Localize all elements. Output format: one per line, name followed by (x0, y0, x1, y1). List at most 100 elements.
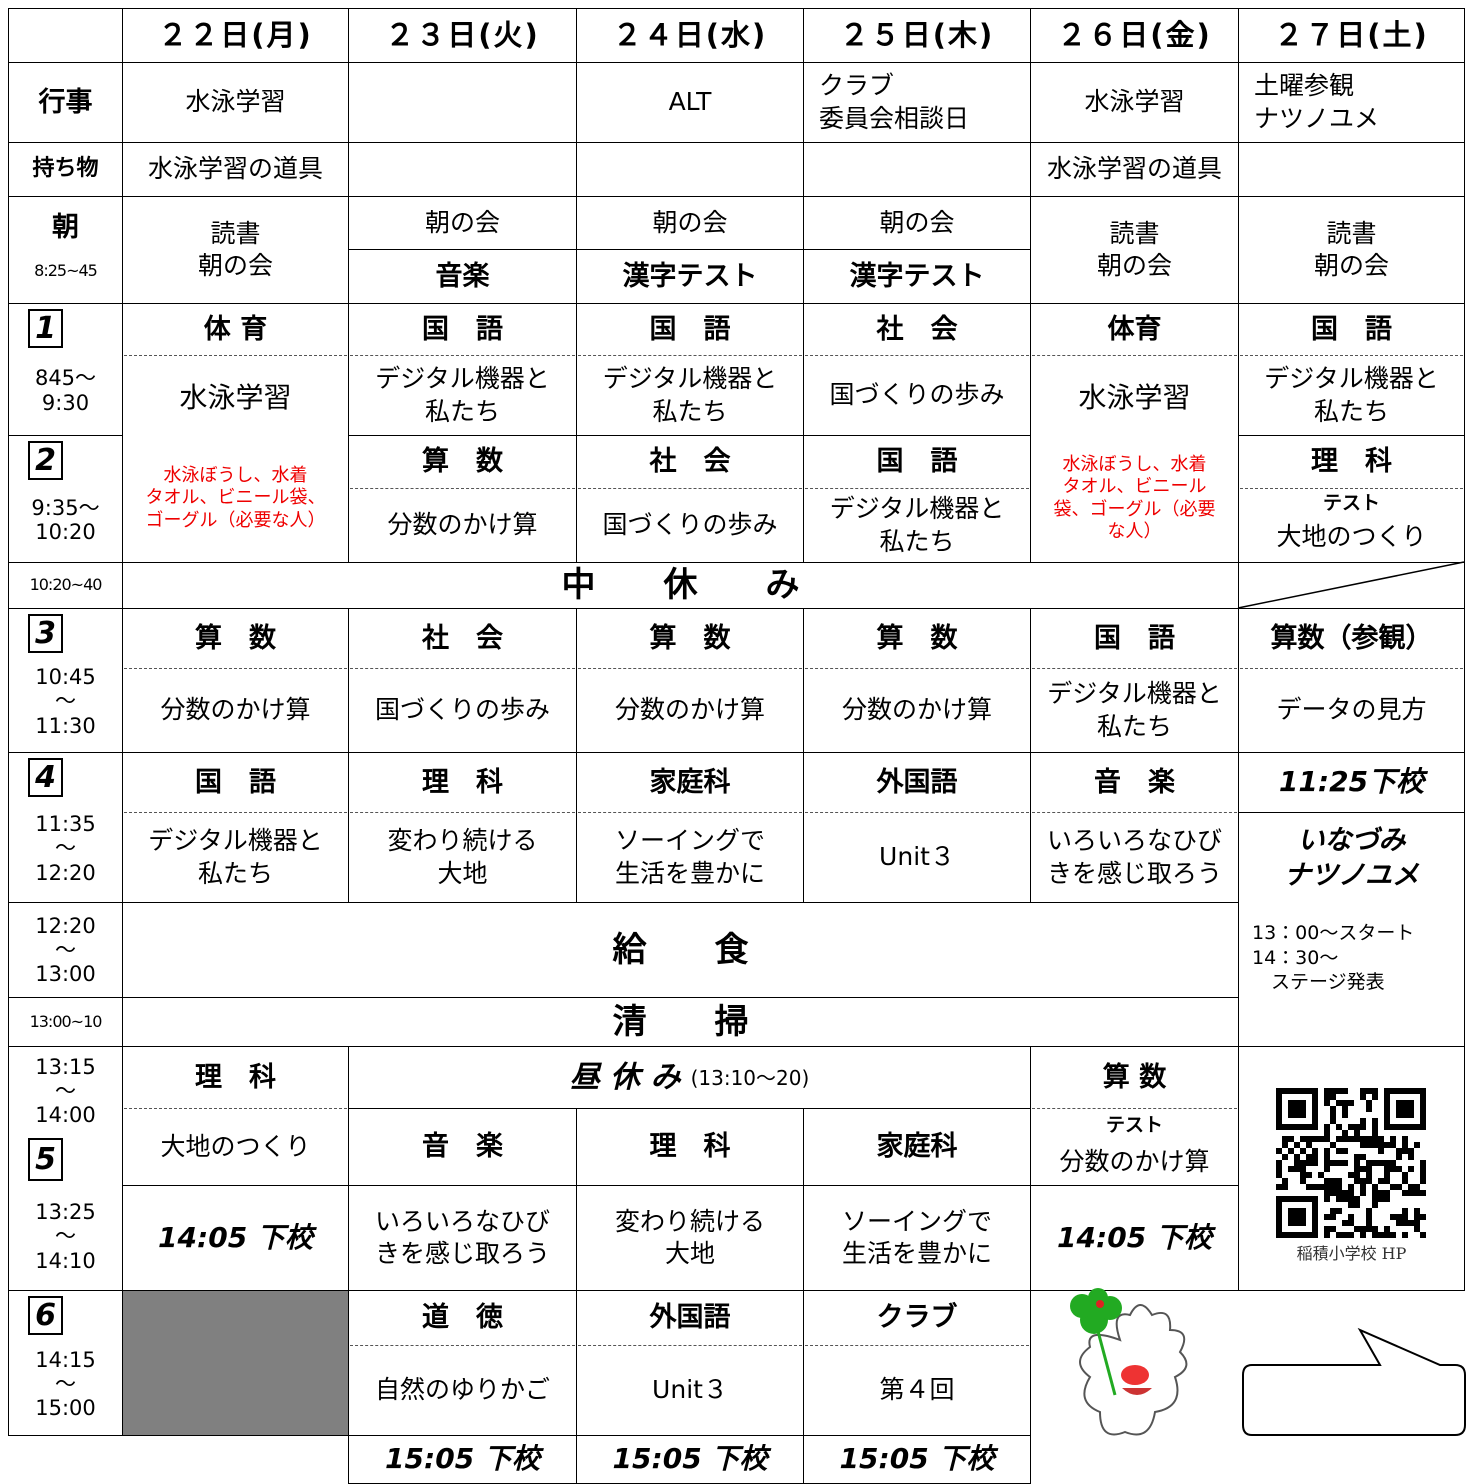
time-label: 14:15 ～ 15:00 (35, 1347, 96, 1421)
dashed-divider (124, 812, 347, 814)
period-number: 4 (28, 758, 63, 797)
content: ソーイングで 生活を豊かに (614, 826, 765, 888)
dismissal: 15:05 下校 (839, 1442, 995, 1476)
dashed-divider (350, 812, 575, 814)
subject: 理 科 (422, 766, 503, 798)
dismissal: 11:25下校 (1278, 765, 1425, 799)
subject: 算数（参観） (1270, 622, 1433, 654)
item: 水泳学習の道具 (1046, 154, 1222, 184)
content: ソーイングで 生活を豊かに (841, 1206, 992, 1269)
subject: 外国語 (876, 766, 958, 798)
dashed-divider (1240, 668, 1463, 670)
morning-activity: 漢字テスト (622, 260, 758, 292)
row-label: 行事 (38, 86, 93, 118)
dashed-divider (578, 488, 802, 490)
subject: 算 数 (195, 622, 276, 654)
content: デジタル機器と 私たち (829, 494, 1005, 556)
content: 分数のかけ算 (387, 510, 538, 540)
content: 変わり続ける 大地 (614, 1206, 765, 1269)
note: 水泳ぼうし、水着 タオル、ビニール袋、 ゴーグル（必要な人） (145, 464, 326, 531)
content: 大地のつくり (1276, 522, 1427, 552)
subject: 国 語 (649, 313, 731, 345)
period-number: 6 (28, 1296, 63, 1335)
dashed-divider (350, 1345, 575, 1347)
dashed-divider (124, 668, 347, 670)
dashed-divider (805, 668, 1029, 670)
time-label: 11:35 ～ 12:20 (35, 812, 96, 885)
dashed-divider (805, 488, 1029, 490)
day-header: ２７日(土) (1274, 17, 1429, 52)
morning-activity: 読書 朝の会 (1096, 218, 1172, 281)
subject: 国 語 (1094, 622, 1175, 654)
subject: 理 科 (649, 1131, 731, 1163)
dashed-divider (124, 1108, 347, 1110)
dashed-divider (124, 355, 347, 357)
content: 国づくりの歩み (374, 695, 550, 725)
dashed-divider (805, 812, 1029, 814)
content: デジタル機器と 私たち (1047, 679, 1222, 741)
time-label: 13:15 ～ 14:00 (35, 1054, 96, 1128)
dismissal: 15:05 下校 (612, 1442, 768, 1476)
day-header: ２４日(水) (612, 17, 768, 52)
content: デジタル機器と 私たち (602, 364, 778, 426)
noon-break-text: (13:10～20) (690, 1065, 810, 1090)
content: デジタル機器と 私たち (1264, 364, 1439, 426)
content: 水泳学習 (1078, 380, 1191, 414)
item: 水泳学習の道具 (147, 154, 323, 184)
subject: 算 数 (1102, 1061, 1167, 1093)
subject: 理 科 (1311, 446, 1392, 478)
event-title: いなづみ ナツノユメ (1284, 824, 1419, 891)
morning-activity: 読書 朝の会 (197, 218, 273, 281)
dashed-divider (578, 1345, 802, 1347)
time-label: 12:20 ～ 13:00 (35, 913, 96, 987)
noon-break: 昼 休 み (13:10～20) (348, 1046, 1031, 1109)
content: 第４回 (879, 1375, 955, 1405)
subject: 外国語 (649, 1302, 731, 1334)
dashed-divider (1032, 668, 1237, 670)
dashed-divider (1240, 488, 1463, 490)
dashed-divider (350, 668, 575, 670)
content: 自然のゆりかご (374, 1375, 550, 1405)
cell-border (1238, 142, 1465, 197)
subject: 道 徳 (422, 1302, 503, 1334)
dashed-divider (350, 488, 575, 490)
cell-border (8, 8, 123, 63)
subject: 体 育 (203, 313, 268, 345)
dismissal: 14:05 下校 (1057, 1220, 1212, 1254)
content: いろいろなひび きを感じ取ろう (1046, 826, 1222, 888)
content: 変わり続ける 大地 (387, 826, 538, 888)
event: ALT (668, 87, 712, 117)
subject: 国 語 (876, 446, 958, 478)
subject: 家庭科 (876, 1131, 958, 1163)
cell-border (1238, 562, 1465, 609)
subject: 家庭科 (649, 766, 731, 798)
cell-border (348, 62, 577, 143)
content: デジタル機器と 私たち (375, 364, 550, 426)
content: 国づくりの歩み (602, 510, 778, 540)
subject: 理 科 (195, 1061, 276, 1093)
note: 水泳ぼうし、水着 タオル、ビニール 袋、ゴーグル（必要 な人） (1053, 453, 1216, 543)
subject: クラブ (876, 1302, 958, 1334)
dashed-divider (1240, 355, 1463, 357)
day-header: ２２日(月) (158, 17, 313, 52)
dashed-divider (805, 355, 1029, 357)
period-number: 1 (28, 309, 63, 348)
cleaning-label: 清 掃 (612, 1001, 749, 1042)
event: 土曜参観 ナツノユメ (1254, 71, 1380, 133)
subject: 国 語 (195, 766, 276, 798)
dismissal: 14:05 下校 (158, 1220, 313, 1254)
subject: 算 数 (876, 622, 958, 654)
day-header: ２５日(木) (839, 17, 995, 52)
content: いろいろなひび きを感じ取ろう (374, 1206, 550, 1269)
time-label: 10:45 ～ 11:30 (35, 665, 96, 738)
cell-border (122, 1290, 349, 1436)
period-number: 2 (28, 441, 63, 480)
content: 国づくりの歩み (829, 380, 1005, 410)
morning-activity: 朝の会 (424, 207, 500, 237)
content: 分数のかけ算 (160, 695, 311, 725)
dashed-divider (1032, 355, 1237, 357)
subject: 社 会 (876, 313, 958, 345)
event: 水泳学習 (185, 87, 286, 117)
content: 分数のかけ算 (841, 695, 992, 725)
time-label: 9:35～ 10:20 (31, 495, 100, 544)
